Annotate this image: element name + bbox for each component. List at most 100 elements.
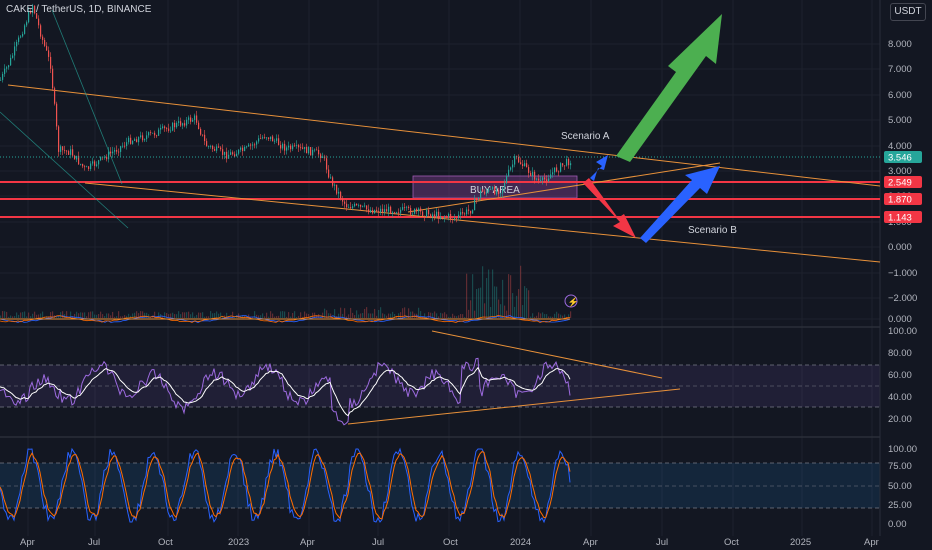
time-axis[interactable]: Apr Jul Oct 2023 Apr Jul Oct 2024 Apr Jul Oct 2025 A…	[20, 537, 879, 548]
volume-bar	[0, 315, 2, 318]
candle-body	[490, 189, 492, 190]
candle-body	[48, 50, 50, 57]
lightning-icon[interactable]	[564, 294, 578, 308]
candle-body	[344, 201, 346, 204]
candle-body	[526, 163, 528, 168]
candle-body	[288, 145, 290, 148]
candle-body	[372, 210, 374, 214]
volume-bar	[24, 311, 26, 318]
volume-bar	[166, 313, 168, 318]
volume-bar	[108, 313, 110, 318]
volume-bar	[496, 286, 498, 318]
volume-bar	[74, 313, 76, 318]
symbol-title[interactable]: CAKE / TetherUS, 1D, BINANCE	[6, 4, 152, 15]
candle-body	[0, 79, 2, 81]
volume-bar	[458, 315, 460, 318]
upper-trendline[interactable]	[7, 84, 881, 187]
volume-bar	[302, 316, 304, 318]
candle-body	[444, 216, 446, 218]
candle-body	[150, 132, 152, 134]
rsi-tick: 100.00	[888, 326, 917, 337]
candle-body	[506, 175, 508, 183]
candle-body	[212, 145, 214, 150]
candle-body	[218, 146, 220, 148]
volume-bar	[280, 311, 282, 318]
scenario-b-blue-arrow[interactable]	[640, 166, 720, 243]
volume-bar	[454, 315, 456, 318]
price-axis[interactable]: 8.0007.0006.0005.0004.0003.0002.0001.000…	[888, 39, 917, 530]
volume-bar	[420, 311, 422, 318]
volume-bar	[452, 313, 454, 318]
volume-bar	[482, 266, 484, 318]
volume-bar	[564, 314, 566, 318]
volume-bar	[512, 293, 514, 318]
volume-bar	[56, 316, 58, 318]
volume-bar	[442, 313, 444, 318]
volume-bar	[348, 314, 350, 318]
candle-body	[298, 145, 300, 148]
candle-body	[568, 159, 570, 166]
candle-body	[52, 68, 54, 89]
stoch-tick: 25.00	[888, 500, 912, 511]
candle-body	[120, 146, 122, 152]
scenario-a-green-arrow[interactable]	[616, 14, 722, 162]
candle-body	[76, 155, 78, 160]
candle-body	[184, 123, 186, 126]
volume-bar	[558, 313, 560, 318]
volume-bar	[218, 313, 220, 318]
lower-trendline[interactable]	[84, 182, 881, 263]
volume-bar	[110, 315, 112, 318]
volume-bar	[180, 314, 182, 318]
candle-body	[284, 143, 286, 151]
volume-bar	[158, 312, 160, 318]
currency-button[interactable]: USDT	[890, 3, 926, 21]
candle-body	[408, 206, 410, 209]
candle-body	[198, 122, 200, 130]
volume-bar	[106, 313, 108, 318]
volume-bar	[232, 311, 234, 318]
candle-body	[202, 134, 204, 136]
rising-trendline[interactable]	[407, 162, 721, 213]
candle-body	[450, 214, 452, 219]
time-label: Jul	[372, 537, 384, 548]
price-candles[interactable]	[0, 3, 572, 224]
candle-body	[558, 171, 560, 173]
candle-body	[88, 166, 90, 169]
scenario-b-red-arrow[interactable]	[583, 178, 636, 238]
candle-body	[208, 146, 210, 148]
volume-bar	[16, 312, 18, 318]
volume-bar	[350, 307, 352, 318]
volume-bar	[456, 316, 458, 318]
cyan-trendlines[interactable]	[0, 9, 129, 229]
volume-bar	[240, 315, 242, 318]
candle-body	[416, 208, 418, 212]
volume-bar	[134, 312, 136, 318]
stoch-tick: 0.00	[888, 519, 907, 530]
price-tag-bg	[884, 211, 922, 223]
volume-bar	[552, 316, 554, 318]
candle-body	[316, 149, 318, 151]
rsi-band	[0, 365, 880, 407]
volume-bar	[214, 313, 216, 318]
volume-bar	[366, 307, 368, 318]
volume-bar	[284, 311, 286, 318]
volume-bar	[394, 313, 396, 318]
candle-body	[562, 163, 564, 166]
rsi-support-line[interactable]	[347, 388, 681, 425]
volume-bar	[516, 295, 518, 318]
candle-body	[194, 115, 196, 120]
trend-lines[interactable]	[7, 84, 881, 425]
volume-bar	[42, 311, 44, 318]
volume-bar	[298, 315, 300, 318]
volume-bar	[526, 288, 528, 318]
volume-bar	[292, 313, 294, 318]
candle-body	[322, 156, 324, 159]
candle-body	[342, 198, 344, 202]
candle-body	[146, 135, 148, 140]
candle-body	[492, 187, 494, 190]
candle-body	[536, 178, 538, 180]
rsi-resistance-line[interactable]	[431, 330, 663, 379]
volume-bar	[528, 290, 530, 318]
scenario-a-small-blue-arrow[interactable]	[590, 155, 608, 181]
